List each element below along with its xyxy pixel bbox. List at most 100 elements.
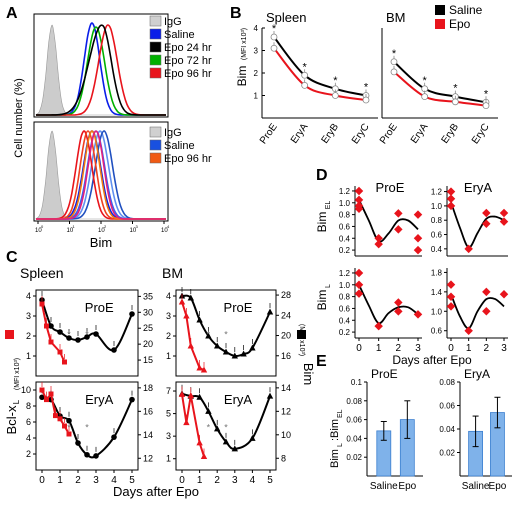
y-tick-label: 0.6 (339, 304, 351, 313)
x-tick-exp: 1 (73, 224, 76, 229)
y-tick-label: 1.8 (431, 268, 443, 277)
y-tick-label-left: 7 (166, 386, 171, 396)
y-axis-label: :Bim (329, 419, 341, 441)
significance-star: * (484, 88, 489, 100)
significance-star: * (207, 422, 211, 432)
data-point (413, 210, 423, 219)
data-point-bclxl (53, 413, 58, 419)
x-tick-label: 0 (39, 475, 45, 486)
series-line-bclxl (181, 394, 205, 457)
y-tick-label-right: 18 (143, 383, 153, 393)
y-tick-label-left: 3 (166, 311, 171, 321)
data-point (464, 326, 473, 335)
data-point-bim (57, 329, 63, 335)
fit-curve (450, 293, 505, 330)
y-tick-label-left: 2 (26, 331, 31, 341)
x-tick-label: EryC (470, 122, 492, 147)
x-tick-label: Saline (370, 481, 398, 492)
legend-label: Epo 96 hr (164, 153, 212, 165)
y-axis-label: Bim (235, 66, 249, 87)
data-point-bim (231, 445, 238, 452)
data-point (482, 287, 491, 297)
y-tick-label: 0.6 (339, 222, 351, 231)
y-tick-label-left: 2 (26, 449, 31, 459)
y-tick-label-right: 28 (281, 290, 291, 300)
panel-c: Spleen BM Bcl-xL (MFI x10³) Bim (MFI x10³) Pro… (4, 265, 316, 499)
data-point-bclxl (200, 452, 208, 459)
data-point-bim (214, 342, 221, 349)
x-tick-label: 10 (67, 228, 74, 234)
subplot-title: EryA (464, 367, 490, 381)
y-axis-left-sub: L (12, 399, 21, 404)
panel-letter-c: C (6, 249, 18, 266)
y-tick-label-left: 4 (26, 433, 31, 443)
x-tick-exp: 3 (136, 224, 139, 229)
significance-star: * (224, 422, 228, 432)
y-tick-label-left: 4 (166, 291, 171, 301)
x-tick-label: 3 (501, 343, 507, 354)
significance-star: * (224, 329, 228, 339)
row-label: Bim (315, 212, 329, 233)
x-tick-label: 10 (35, 228, 42, 234)
data-point-bim (48, 323, 54, 329)
series-line-bclxl (181, 301, 205, 371)
x-tick-label: 2 (484, 343, 490, 354)
subplot-label: ProE (224, 300, 253, 315)
y-tick-label-left: 1 (166, 351, 171, 361)
data-point-bim (93, 453, 99, 459)
data-point (394, 225, 403, 234)
data-point (464, 244, 473, 254)
data-point (482, 208, 491, 218)
x-tick-label: 5 (267, 475, 273, 486)
data-point (482, 102, 490, 110)
data-point (362, 96, 370, 104)
y-tick-label: 1.0 (339, 281, 351, 290)
data-point-bclxl (187, 392, 194, 399)
data-point-bim (111, 434, 117, 440)
data-point-bim (249, 434, 256, 441)
y-tick-label-right: 12 (143, 453, 153, 463)
data-point-bclxl (196, 364, 203, 371)
x-tick-label: 3 (415, 343, 421, 354)
data-point (394, 307, 403, 316)
x-axis-label: Bim (90, 235, 112, 250)
significance-star: * (67, 329, 71, 339)
panel-letter-b: B (230, 5, 242, 22)
data-point (446, 292, 456, 301)
y-axis-label: Bim (329, 449, 341, 468)
data-point-bim (266, 308, 274, 315)
legend-label: Epo (449, 17, 471, 31)
panel-d: ProE EryA Bim EL Bim L 0.2 0.4 0.6 0.8 1.0 1.2 0.4 0.… (315, 180, 509, 367)
data-point-bim (84, 451, 90, 458)
y-tick-label-right: 10 (281, 430, 291, 440)
y-tick-label: 0.02 (346, 453, 362, 462)
data-point-bim (266, 392, 274, 399)
data-point-bim (187, 294, 194, 301)
legend-swatch (149, 15, 162, 27)
x-tick-label: 0 (356, 343, 362, 354)
data-point-bim (222, 348, 230, 355)
data-point-bim (111, 347, 117, 353)
fit-curve (450, 202, 505, 249)
y-tick-label: 0.02 (439, 449, 455, 458)
y-axis-left-label: Bcl-x (4, 405, 19, 434)
y-tick-label-left: 3 (166, 431, 171, 441)
data-point (446, 201, 456, 211)
data-point (374, 234, 383, 243)
data-point (499, 208, 509, 218)
y-axis-label-sub: L (337, 443, 344, 447)
y-tick-label-right: 14 (281, 383, 291, 393)
x-tick-label: 2 (214, 475, 220, 486)
y-tick-label-left: 6 (26, 417, 31, 427)
legend-swatch (149, 67, 162, 79)
y-tick-label: 0.8 (431, 216, 443, 225)
legend-black-square (297, 330, 306, 339)
subplot-frame (175, 381, 277, 471)
x-tick-label: 1 (197, 475, 203, 486)
legend-swatch (435, 5, 445, 15)
data-point (374, 321, 383, 331)
data-point-bim (129, 396, 135, 403)
y-tick-label: 0.08 (346, 397, 362, 406)
y-tick-label-left: 10 (21, 385, 31, 395)
